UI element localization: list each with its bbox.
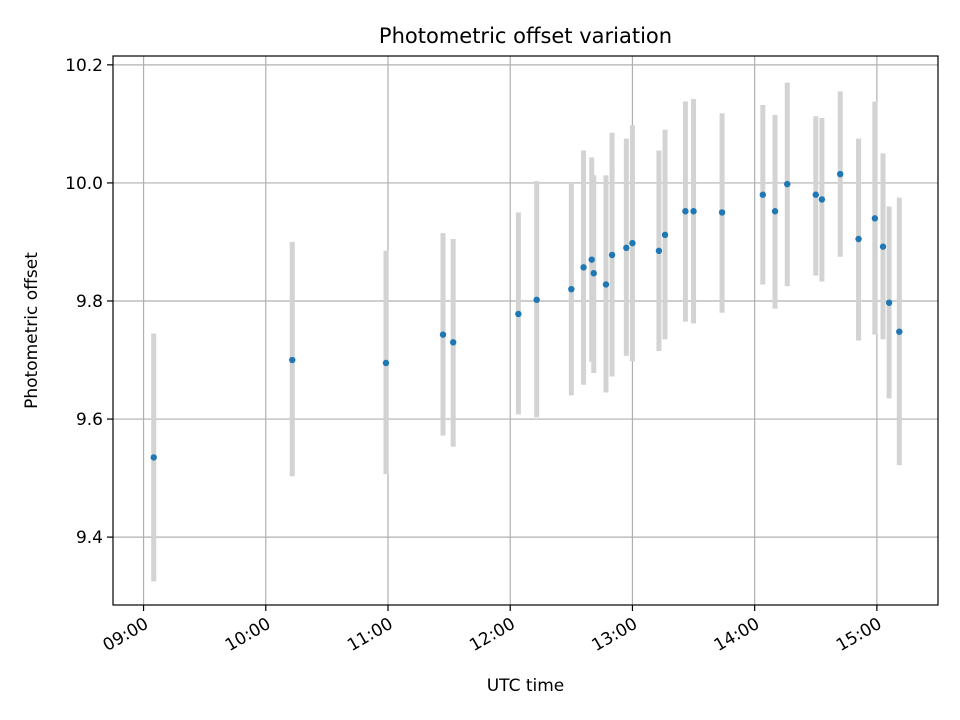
y-tick-label: 9.6 [76,410,103,430]
x-axis-label: UTC time [487,676,565,696]
x-tick-label: 13:00 [589,614,641,656]
data-point [879,243,887,250]
data-point [588,256,595,263]
data-point [885,299,893,306]
data-point [818,196,826,203]
plot-area-frame [112,55,939,606]
data-point [784,180,791,188]
y-tick-label: 10.0 [65,174,103,194]
x-tick-label: 15:00 [833,614,885,656]
data-point [382,359,390,367]
data-point [759,191,767,198]
data-point [590,270,597,277]
axis-ticks: 09:00 10:00 11:00 12:00 13:00 14:00 15:00 9.4 9.… [65,56,885,656]
data-point [690,208,697,215]
data-point [771,208,779,215]
data-point [855,235,862,243]
y-tick-label: 9.8 [76,292,103,312]
x-tick-label: 14:00 [711,614,763,656]
data-point [289,356,296,364]
data-point [629,239,636,247]
data-point [661,231,669,239]
data-points [150,170,903,461]
data-point [608,251,616,259]
data-point [718,209,726,216]
data-point [602,281,610,288]
data-point [439,331,447,338]
data-point [837,170,844,178]
data-point [812,191,819,198]
data-point [150,454,157,461]
data-point [896,328,903,335]
data-point [580,264,587,271]
x-tick-label: 10:00 [222,614,274,656]
data-point [568,285,575,293]
data-point [871,215,879,222]
data-point [682,208,689,215]
x-tick-label: 12:00 [466,614,518,656]
data-point [449,339,457,346]
x-tick-label: 11:00 [344,614,396,656]
data-point [515,310,522,318]
data-point [533,296,540,304]
x-tick-label: 09:00 [100,614,152,656]
y-tick-label: 10.2 [65,56,103,76]
chart-title: Photometric offset variation [379,24,672,48]
y-axis-label: Photometric offset [22,252,42,409]
data-point [655,247,663,255]
y-tick-label: 9.4 [76,528,103,548]
data-point [623,244,630,252]
